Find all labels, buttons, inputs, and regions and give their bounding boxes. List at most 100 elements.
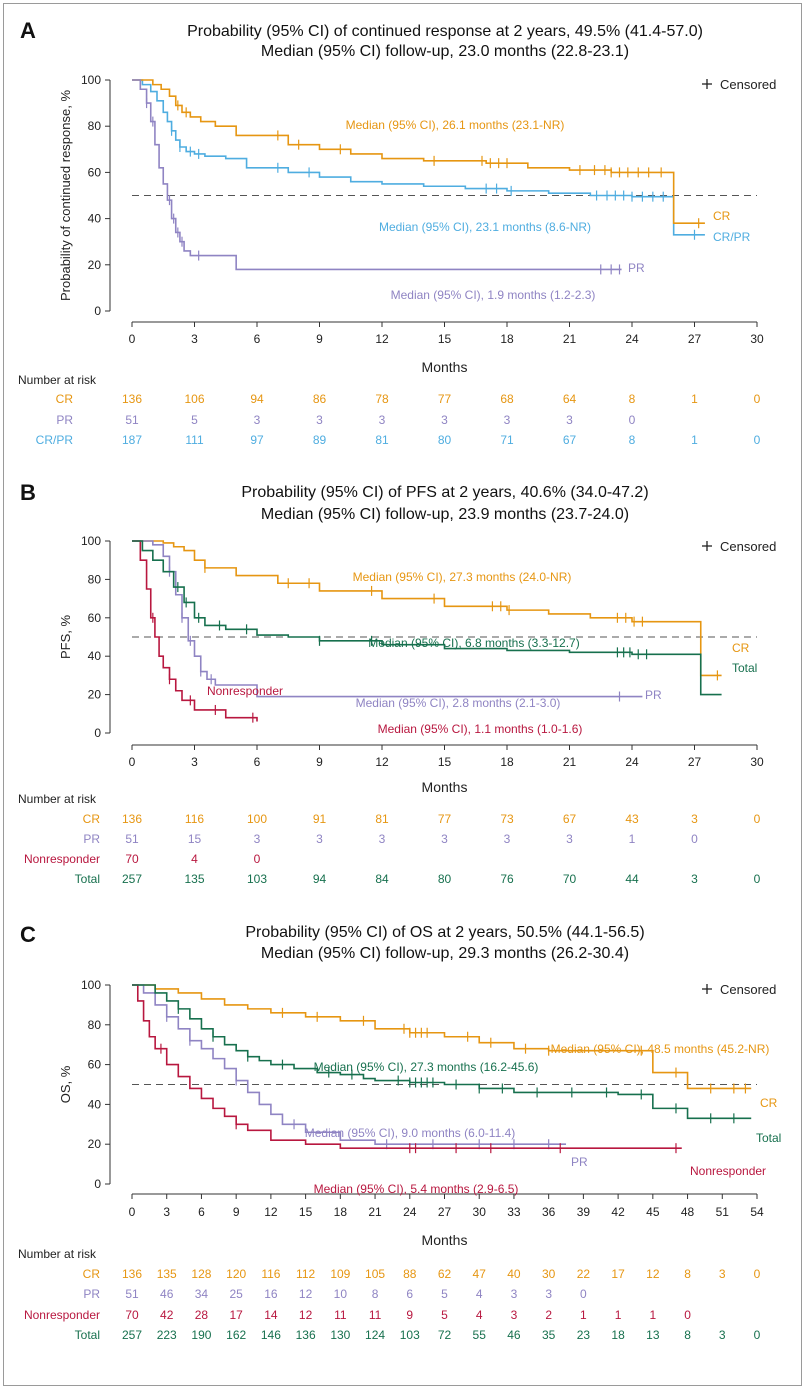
x-tick-label: 24 xyxy=(403,1205,417,1219)
risk-value-pr: 3 xyxy=(254,413,261,427)
risk-value-cr: 3 xyxy=(691,812,698,826)
x-tick-label: 3 xyxy=(191,332,198,346)
y-tick-label: 100 xyxy=(81,73,101,87)
risk-value-nonresponder: 70 xyxy=(125,852,139,866)
risk-value-crpr: 97 xyxy=(250,433,264,447)
censor-legend-label: Censored xyxy=(720,982,776,997)
panel-b: B Probability (95% CI) of PFS at 2 years,… xyxy=(18,480,776,886)
risk-value-cr: 40 xyxy=(507,1267,521,1281)
risk-value-cr: 81 xyxy=(375,812,389,826)
x-tick-label: 0 xyxy=(129,1205,136,1219)
x-tick-label: 42 xyxy=(611,1205,625,1219)
risk-value-nonresponder: 1 xyxy=(580,1308,587,1322)
x-tick-label: 12 xyxy=(375,755,389,769)
median-label-cr: Median (95% CI), 27.3 months (24.0-NR) xyxy=(353,570,572,584)
y-tick-label: 20 xyxy=(88,1137,102,1151)
risk-value-crpr: 80 xyxy=(438,433,452,447)
censor-legend-label: Censored xyxy=(720,77,776,92)
risk-value-cr: 0 xyxy=(754,392,761,406)
risk-value-crpr: 111 xyxy=(185,433,204,447)
y-tick-label: 40 xyxy=(88,212,102,226)
series-label-pr: PR xyxy=(571,1155,588,1169)
risk-value-crpr: 71 xyxy=(500,433,514,447)
risk-value-cr: 68 xyxy=(500,392,514,406)
risk-value-crpr: 1 xyxy=(691,433,698,447)
chart-title-line-2: Median (95% CI) follow-up, 23.9 months (… xyxy=(261,506,629,523)
x-tick-label: 0 xyxy=(129,332,136,346)
risk-value-nonresponder: 5 xyxy=(441,1308,448,1322)
risk-value-cr: 73 xyxy=(500,812,514,826)
y-tick-label: 20 xyxy=(88,258,102,272)
y-tick-label: 0 xyxy=(94,304,101,318)
x-tick-label: 21 xyxy=(563,332,577,346)
x-tick-label: 3 xyxy=(163,1205,170,1219)
median-label-cr: Median (95% CI), 48.5 months (45.2-NR) xyxy=(551,1042,770,1056)
risk-value-total: 94 xyxy=(313,872,327,886)
y-tick-label: 60 xyxy=(88,1058,102,1072)
risk-value-pr: 3 xyxy=(566,413,573,427)
risk-value-cr: 100 xyxy=(247,812,267,826)
risk-value-nonresponder: 70 xyxy=(125,1308,139,1322)
x-tick-label: 9 xyxy=(233,1205,240,1219)
censor-legend-label: Censored xyxy=(720,539,776,554)
risk-value-cr: 62 xyxy=(438,1267,452,1281)
series-label-cr: CR xyxy=(760,1096,778,1110)
risk-value-cr: 136 xyxy=(122,392,142,406)
risk-value-cr: 77 xyxy=(438,392,452,406)
risk-value-cr: 109 xyxy=(330,1267,350,1281)
risk-value-cr: 17 xyxy=(611,1267,625,1281)
x-tick-label: 27 xyxy=(438,1205,452,1219)
series-label-total: Total xyxy=(756,1131,781,1145)
risk-value-cr: 8 xyxy=(629,392,636,406)
x-tick-label: 27 xyxy=(688,755,702,769)
median-label-crpr: Median (95% CI), 23.1 months (8.6-NR) xyxy=(379,220,591,234)
chart-title-line-1: Probability (95% CI) of PFS at 2 years, … xyxy=(241,484,648,501)
y-axis-label: Probability of continued response, % xyxy=(58,90,73,301)
x-tick-label: 18 xyxy=(334,1205,348,1219)
risk-value-pr: 51 xyxy=(125,832,139,846)
y-axis-label: PFS, % xyxy=(58,615,73,660)
risk-value-nonresponder: 17 xyxy=(229,1308,243,1322)
x-tick-label: 18 xyxy=(500,332,514,346)
x-tick-label: 9 xyxy=(316,332,323,346)
risk-value-pr: 16 xyxy=(264,1287,278,1301)
risk-row-label-total: Total xyxy=(75,1328,100,1342)
risk-value-pr: 25 xyxy=(229,1287,243,1301)
risk-value-cr: 77 xyxy=(438,812,452,826)
risk-row-label-nonresponder: Nonresponder xyxy=(24,1308,100,1322)
chart-title-line-1: Probability (95% CI) of continued respon… xyxy=(187,23,703,40)
risk-value-total: 0 xyxy=(754,1328,761,1342)
risk-row-label-pr: PR xyxy=(56,413,73,427)
risk-value-nonresponder: 2 xyxy=(545,1308,552,1322)
km-curve-nonresponder xyxy=(132,984,682,1149)
risk-value-pr: 3 xyxy=(441,832,448,846)
risk-value-pr: 6 xyxy=(406,1287,413,1301)
series-label-nonresponder: Nonresponder xyxy=(207,684,283,698)
x-tick-label: 15 xyxy=(438,755,452,769)
risk-value-total: 76 xyxy=(500,872,514,886)
risk-value-pr: 3 xyxy=(316,832,323,846)
risk-row-label-cr: CR xyxy=(56,392,74,406)
x-tick-label: 51 xyxy=(716,1205,730,1219)
x-tick-label: 48 xyxy=(681,1205,695,1219)
series-label-crpr: CR/PR xyxy=(713,230,751,244)
panel-a: A Probability (95% CI) of continued respo… xyxy=(18,18,776,447)
figure-frame xyxy=(3,3,802,1386)
median-label-total: Median (95% CI), 27.3 months (16.2-45.6) xyxy=(314,1060,539,1074)
y-tick-label: 40 xyxy=(88,649,102,663)
risk-value-nonresponder: 1 xyxy=(615,1308,622,1322)
x-tick-label: 27 xyxy=(688,332,702,346)
risk-value-total: 70 xyxy=(563,872,577,886)
x-tick-label: 45 xyxy=(646,1205,660,1219)
y-tick-label: 80 xyxy=(88,119,102,133)
series-label-pr: PR xyxy=(645,688,662,702)
risk-value-total: 72 xyxy=(438,1328,452,1342)
risk-value-cr: 3 xyxy=(719,1267,726,1281)
km-curve-nonresponder xyxy=(132,540,258,722)
risk-value-cr: 120 xyxy=(226,1267,246,1281)
x-tick-label: 6 xyxy=(198,1205,205,1219)
risk-value-total: 103 xyxy=(247,872,267,886)
risk-value-cr: 64 xyxy=(563,392,577,406)
risk-value-total: 18 xyxy=(611,1328,625,1342)
risk-value-pr: 3 xyxy=(545,1287,552,1301)
